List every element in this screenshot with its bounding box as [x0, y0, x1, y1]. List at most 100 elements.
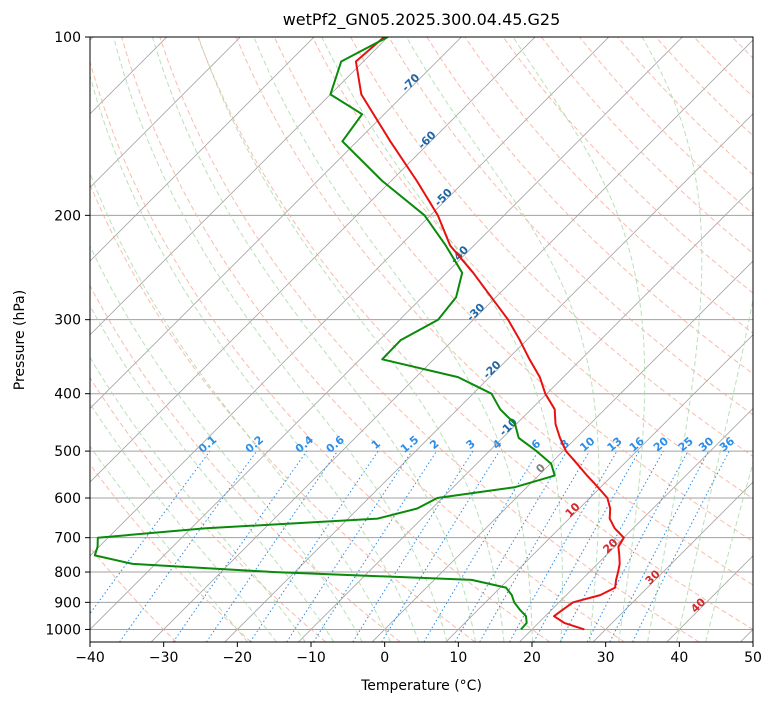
- y-tick-label: 200: [54, 208, 81, 224]
- isotherm-label: -20: [480, 358, 503, 381]
- curve-labels: 0.10.20.40.611.52346810131620253036-100-…: [196, 13, 737, 616]
- isotherm-line: [740, 628, 753, 642]
- dry-adiabat-line: [121, 37, 625, 642]
- isotherm-line: [90, 37, 389, 336]
- mixing-ratio-line: [286, 450, 413, 642]
- moist-adiabat-line: [90, 74, 420, 642]
- dry-adiabat-line: [541, 37, 753, 254]
- moist-adiabat-line: [90, 171, 391, 642]
- background-lines: [90, 37, 775, 642]
- mixing-ratio-label: 3: [464, 437, 478, 452]
- mixing-ratio-line: [205, 450, 338, 642]
- isotherm-line: [90, 37, 462, 410]
- dry-adiabat-line: [197, 37, 753, 630]
- mixing-ratio-label: 0.2: [243, 433, 266, 455]
- y-tick-label: 1000: [45, 622, 81, 638]
- isotherm-line: [445, 334, 753, 642]
- isotherm-line: [592, 481, 753, 642]
- x-axis-label: Temperature (°C): [361, 678, 482, 694]
- mixing-ratio-label: 0.4: [293, 433, 317, 456]
- mixing-ratio-line: [249, 450, 379, 642]
- mixing-ratio-line: [352, 450, 474, 642]
- mixing-ratio-label: 0.1: [196, 433, 219, 455]
- mixing-ratio-line: [533, 450, 640, 642]
- isotherm-line: [150, 39, 753, 642]
- data-series: [93, 37, 625, 631]
- chart-title: wetPf2_GN05.2025.300.04.45.G25: [282, 10, 561, 29]
- isotherm-label: 10: [563, 500, 583, 520]
- mixing-ratio-label: 0.6: [324, 433, 348, 456]
- dry-adiabat-line: [90, 284, 401, 642]
- dry-adiabat-line: [273, 37, 753, 543]
- dry-adiabat-line: [90, 376, 327, 642]
- y-tick-label: 600: [54, 491, 81, 507]
- dry-adiabat-line: [655, 37, 753, 137]
- y-tick-label: 500: [54, 444, 81, 460]
- dry-adiabat-line: [90, 182, 476, 642]
- moist-adiabat-line: [641, 37, 703, 642]
- x-tick-label: 10: [449, 650, 467, 666]
- isotherm-line: [90, 37, 536, 483]
- isotherm-line: [90, 37, 241, 189]
- y-tick-label: 300: [54, 313, 81, 329]
- x-tick-label: 50: [744, 650, 762, 666]
- dry-adiabat-line: [235, 37, 753, 586]
- axes-frame: [89, 36, 754, 643]
- mixing-ratio-label: 4: [490, 437, 504, 452]
- x-tick-label: −10: [296, 650, 326, 666]
- isotherm-line: [519, 407, 753, 642]
- moist-adiabat-line: [90, 445, 248, 642]
- x-tick-label: −30: [149, 650, 179, 666]
- mixing-ratio-label: 6: [529, 437, 543, 452]
- moist-adiabat-line: [90, 402, 277, 642]
- isotherm-label: 20: [600, 536, 620, 556]
- moist-adiabat-line: [512, 37, 646, 642]
- axis-ticks: −40 −30 −20 −10 0 10 20 30 40 5010020030040050060…: [45, 30, 762, 666]
- dry-adiabat-line: [90, 546, 177, 642]
- dry-adiabat-line: [617, 37, 753, 176]
- mixing-ratio-line: [172, 450, 308, 642]
- dry-adiabat-line: [426, 37, 753, 375]
- moist-adiabat-line: [90, 356, 306, 642]
- isotherm-line: [90, 37, 610, 557]
- mixing-ratio-line: [90, 450, 211, 615]
- mixing-ratio-line: [559, 450, 664, 642]
- mixing-ratio-label: 2: [427, 437, 441, 452]
- dry-adiabat-line: [350, 37, 753, 458]
- y-tick-label: 100: [54, 30, 81, 46]
- moist-adiabat-line: [405, 37, 600, 642]
- isotherm-line: [90, 37, 315, 262]
- y-tick-label: 400: [54, 387, 81, 403]
- isotherm-line: [90, 37, 683, 631]
- moist-adiabat-line: [113, 37, 448, 642]
- moist-adiabat-line: [90, 304, 335, 642]
- x-tick-label: −40: [75, 650, 105, 666]
- moist-adiabat-line: [705, 461, 753, 642]
- dry-adiabat-line: [311, 37, 753, 500]
- isotherm-label: -60: [415, 128, 438, 151]
- moist-adiabat-line: [676, 297, 753, 642]
- dry-adiabat-line: [388, 37, 753, 416]
- mixing-ratio-label: 1.5: [398, 433, 421, 455]
- x-tick-label: 0: [380, 650, 389, 666]
- isotherm-label: -80: [383, 13, 406, 36]
- mixing-ratio-line: [509, 450, 618, 642]
- isotherm-line: [371, 260, 753, 642]
- temperature-profile-line: [354, 37, 625, 631]
- dry-adiabat-line: [770, 37, 775, 642]
- dewpoint-profile-line: [93, 37, 556, 631]
- dry-adiabat-line: [502, 37, 753, 294]
- y-tick-label: 800: [54, 565, 81, 581]
- mixing-ratio-line: [119, 450, 258, 642]
- mixing-ratio-line: [313, 450, 438, 642]
- isotherm-line: [224, 113, 753, 642]
- y-tick-label: 900: [54, 595, 81, 611]
- moist-adiabat-line: [90, 244, 363, 642]
- isotherm-label: -30: [464, 300, 487, 323]
- x-tick-label: −20: [223, 650, 253, 666]
- mixing-ratio-line: [632, 450, 730, 642]
- x-tick-label: 40: [670, 650, 688, 666]
- mixing-ratio-line: [423, 450, 539, 642]
- moist-adiabat-line: [152, 37, 476, 642]
